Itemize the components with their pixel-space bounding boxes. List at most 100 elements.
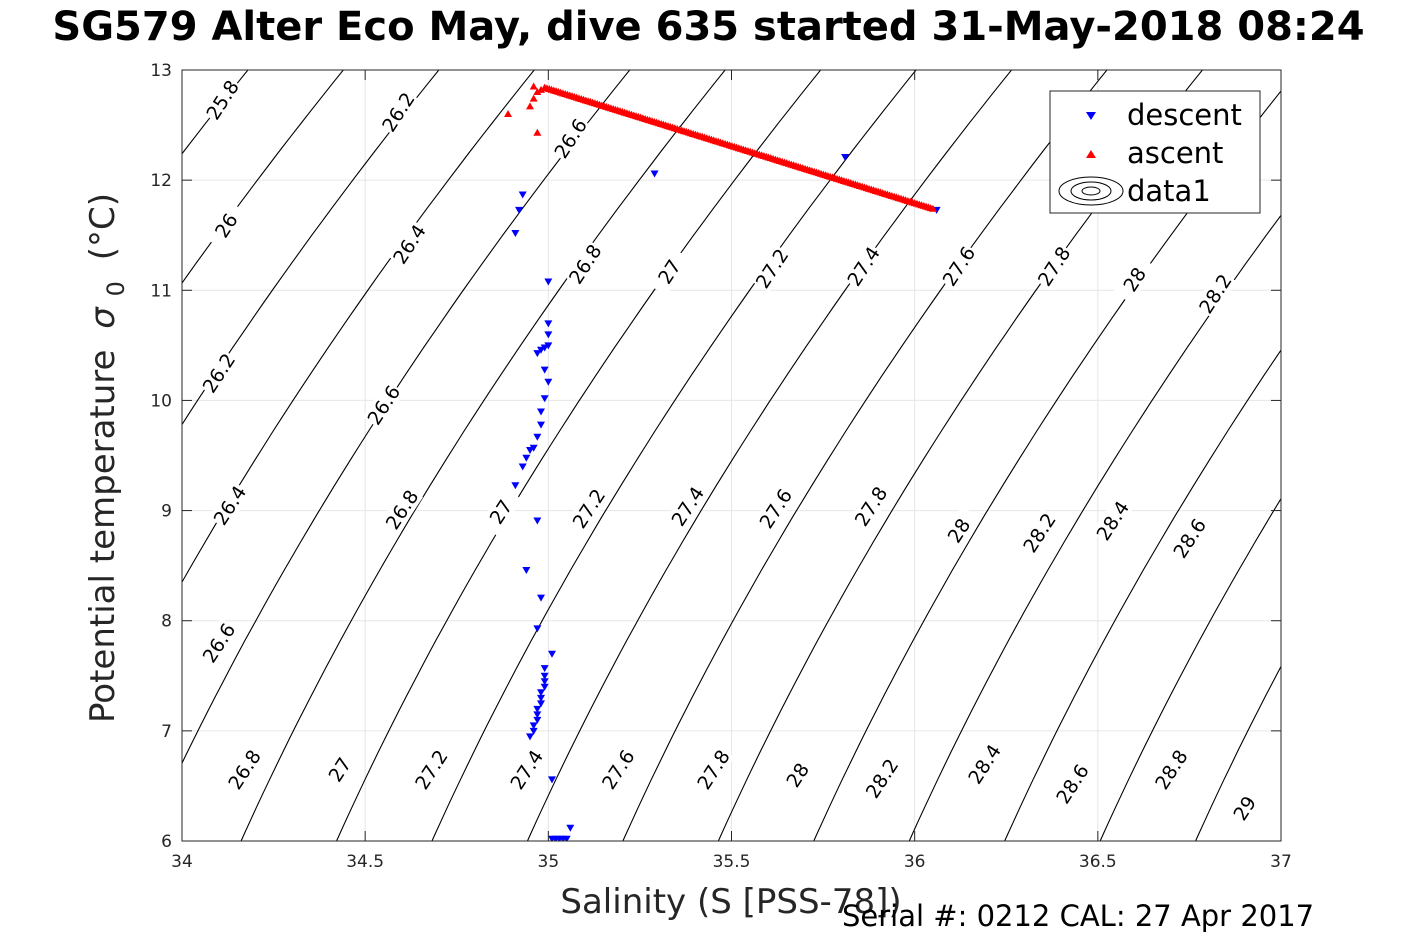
descent-marker [533, 350, 542, 358]
ascent-marker [529, 82, 538, 90]
contour-label-bg [647, 247, 691, 296]
descent-marker [529, 722, 538, 730]
x-axis-label: Salinity (S [PSS-78]) [560, 882, 901, 922]
isopycnal-line [182, 70, 631, 765]
y-tick-label: 11 [150, 281, 172, 301]
contour-label-bg [849, 481, 892, 531]
descent-marker [522, 454, 531, 462]
ascent-marker [537, 85, 546, 93]
ascent-marker [504, 110, 513, 118]
isopycnal-line [431, 70, 917, 841]
isopycnal-line [1004, 349, 1281, 841]
descent-marker [533, 716, 542, 724]
contour-label-bg [937, 505, 980, 555]
descent-marker [526, 733, 535, 741]
descent-marker [540, 665, 549, 673]
contour-label-bg [1113, 254, 1156, 304]
descent-marker [537, 421, 546, 429]
isopycnal-line [182, 70, 440, 426]
contour-label-bg [1017, 508, 1061, 558]
x-tick-label: 36.5 [1079, 852, 1117, 872]
descent-marker [511, 482, 520, 490]
contour-label-bg [860, 753, 903, 803]
serial-cal-footer: Serial #: 0212 CAL: 27 Apr 2017 [842, 899, 1315, 933]
x-tick-label: 34 [171, 852, 193, 872]
descent-marker [540, 366, 549, 374]
contour-labels: 25.8 26.226.626 26.4 26.8 27 27.2 27.4 27.6 27.8… [197, 75, 1266, 833]
y-axis-label-subscript: 0 [102, 281, 130, 296]
x-tick-label: 35 [538, 852, 560, 872]
contour-label-bg [1193, 269, 1237, 319]
descent-marker [544, 278, 553, 286]
legend-descent-marker [1086, 112, 1096, 120]
isopycnal-line [526, 70, 1013, 841]
contour-label-bg [409, 744, 453, 794]
descent-marker [529, 444, 538, 452]
y-axis-label-unit: (°C) [83, 193, 123, 260]
y-tick-label: 13 [150, 61, 172, 81]
y-tick-label: 7 [161, 722, 172, 742]
descent-marker [537, 408, 546, 416]
y-axis-label-text: Potential temperature [83, 350, 123, 723]
contour-label-bg [1149, 744, 1193, 794]
ascent-marker [533, 128, 542, 136]
descent-marker [650, 170, 659, 178]
y-tick-label: 6 [161, 832, 172, 852]
contour-label-bg [1050, 759, 1094, 809]
contour-label-bg [549, 113, 592, 163]
descent-marker [537, 700, 546, 708]
descent-marker [515, 206, 524, 214]
descent-marker [533, 625, 542, 633]
contour-label-bg [596, 744, 640, 794]
descent-marker [544, 378, 553, 386]
contour-label-bg [387, 219, 431, 269]
descent-marker [544, 342, 553, 350]
descent-marker [544, 320, 553, 328]
descent-marker [533, 517, 542, 525]
contour-label-bg [1168, 513, 1211, 563]
legend-ascent-marker [1086, 150, 1096, 158]
legend-data1-label: data1 [1127, 174, 1211, 208]
x-tick-label: 34.5 [346, 852, 384, 872]
axis-ticks: 34 34.5 35 35.5 36 36.5 37 6 7 8 9 10 11 12 13 [150, 61, 1291, 872]
descent-marker [533, 711, 542, 719]
contour-label-bg [479, 487, 522, 537]
isopycnal-line [908, 214, 1281, 841]
contour-label-bg [318, 744, 361, 794]
contour-label-bg [754, 483, 797, 533]
descent-marker [537, 594, 546, 602]
contour-label-bg [201, 75, 244, 125]
ascent-marker [526, 102, 535, 110]
x-tick-label: 35.5 [713, 852, 751, 872]
descent-marker [540, 395, 549, 403]
descent-marker [511, 230, 520, 238]
descent-marker [540, 678, 549, 686]
contour-label-bg [691, 744, 735, 794]
contour-label-bg [567, 483, 610, 533]
contour-label-bg [963, 739, 1006, 789]
y-tick-label: 8 [161, 612, 172, 632]
isopycnal-line [182, 70, 345, 285]
contour-label-bg [666, 481, 709, 531]
contour-label-bg [223, 744, 266, 794]
descent-marker [547, 776, 556, 784]
y-axis-label-symbol: σ [83, 306, 123, 329]
isopycnal-line [1194, 665, 1281, 841]
contour-label-bg [776, 750, 819, 800]
descent-marker [518, 191, 527, 199]
isopycnal-line [0, 26, 93, 863]
y-tick-label: 12 [150, 171, 172, 191]
data-markers [504, 82, 941, 841]
descent-marker [841, 154, 850, 162]
legend-ascent-label: ascent [1127, 136, 1223, 170]
contour-label-bg [376, 87, 420, 137]
contour-label-bg [1091, 496, 1134, 545]
descent-marker [537, 689, 546, 697]
descent-marker [522, 567, 531, 575]
isopycnal-line [182, 70, 249, 155]
descent-marker [533, 705, 542, 713]
ascent-marker [928, 204, 937, 212]
x-tick-label: 37 [1270, 852, 1292, 872]
contour-label-bg [197, 618, 240, 668]
isopycnal-line [622, 70, 1108, 841]
